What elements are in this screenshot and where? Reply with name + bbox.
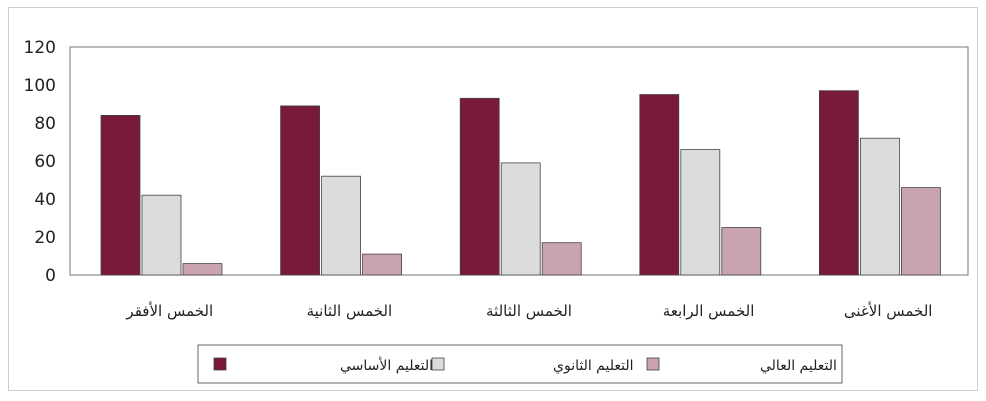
bar-2-2 <box>321 175 362 276</box>
bar-3-5 <box>901 187 941 276</box>
bar-3-4 <box>721 227 762 276</box>
y-tick-label: 120 <box>24 38 56 58</box>
legend-box <box>197 344 843 384</box>
bar-1-5 <box>819 90 859 276</box>
bar-3-1 <box>182 263 223 276</box>
y-tick-label: 100 <box>24 76 56 96</box>
bar-2-1 <box>141 194 182 276</box>
bar-1-1 <box>100 115 141 276</box>
category-label: الخمس الرابعة <box>663 302 755 320</box>
category-label: الخمس الثالثة <box>486 302 572 320</box>
category-label: الخمس الأفقر <box>125 301 213 320</box>
legend-swatch <box>213 357 227 371</box>
y-tick-label: 40 <box>34 190 56 210</box>
bar-1-2 <box>280 105 321 276</box>
bar-2-5 <box>860 137 900 276</box>
legend-swatch <box>431 357 445 371</box>
legend-label: التعليم الأساسي <box>340 356 433 374</box>
legend-swatch <box>646 357 660 371</box>
category-label: الخمس الأغنى <box>844 301 933 320</box>
bar-3-2 <box>362 253 403 276</box>
legend-label: التعليم العالي <box>760 358 837 374</box>
category-label: الخمس الثانية <box>307 302 393 320</box>
y-tick-label: 0 <box>45 266 56 286</box>
bar-2-4 <box>680 149 721 276</box>
bar-1-4 <box>639 94 680 276</box>
bar-1-3 <box>459 97 500 276</box>
bar-2-3 <box>500 162 541 276</box>
y-tick-label: 60 <box>34 152 56 172</box>
y-tick-label: 20 <box>34 228 56 248</box>
legend-label: التعليم الثانوي <box>553 358 634 374</box>
bar-3-3 <box>541 242 582 276</box>
y-tick-label: 80 <box>34 114 56 134</box>
